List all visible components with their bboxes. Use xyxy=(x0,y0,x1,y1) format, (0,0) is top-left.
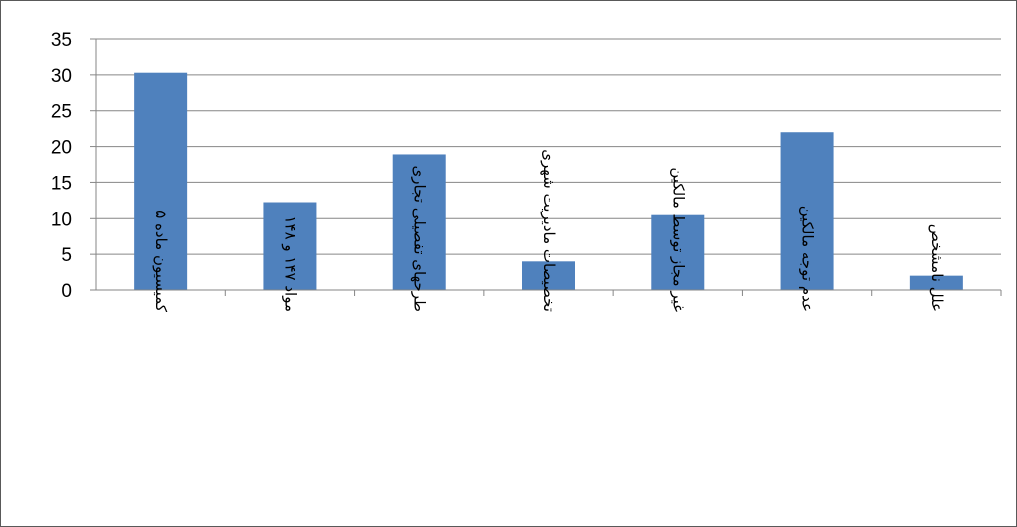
bar-4 xyxy=(522,261,575,290)
bar-1 xyxy=(134,72,188,290)
y-tick-label-5: 5 xyxy=(61,245,72,266)
y-axis-tick-labels: 0 5 10 15 20 25 30 35 xyxy=(51,30,72,302)
category-label-1: کمیسیون ماده ۵ xyxy=(152,210,170,313)
category-label-5: غیر مجاز توسط مالکین xyxy=(669,167,687,312)
category-label-3: طرحهای تفصیلی تجاری xyxy=(411,166,429,312)
gridlines xyxy=(96,38,1001,255)
x-axis-category-labels: کمیسیون ماده ۵ مواد ۱۴۷ و ۱۴۸ طرحهای تفصیل… xyxy=(152,149,946,313)
y-tick-label-30: 30 xyxy=(51,66,72,87)
bar-2 xyxy=(263,202,317,290)
y-tick-label-15: 15 xyxy=(51,173,72,194)
category-label-4: تخصیصات مادیریت شهری xyxy=(540,149,558,312)
category-label-2: مواد ۱۴۷ و ۱۴۸ xyxy=(281,215,299,312)
category-label-7: علل نامشخص xyxy=(928,224,946,312)
y-tick-label-10: 10 xyxy=(51,209,72,230)
bar-7 xyxy=(909,275,963,290)
category-label-6: عدم توجه مالکین xyxy=(799,206,817,312)
bar-3 xyxy=(392,154,446,290)
y-tick-label-25: 25 xyxy=(51,102,72,123)
bar-6 xyxy=(780,132,834,290)
axes xyxy=(90,38,1002,296)
y-tick-label-0: 0 xyxy=(61,281,72,302)
bars xyxy=(134,72,963,290)
bar-5 xyxy=(651,214,705,290)
y-tick-label-20: 20 xyxy=(51,138,72,159)
y-tick-label-35: 35 xyxy=(51,30,72,51)
